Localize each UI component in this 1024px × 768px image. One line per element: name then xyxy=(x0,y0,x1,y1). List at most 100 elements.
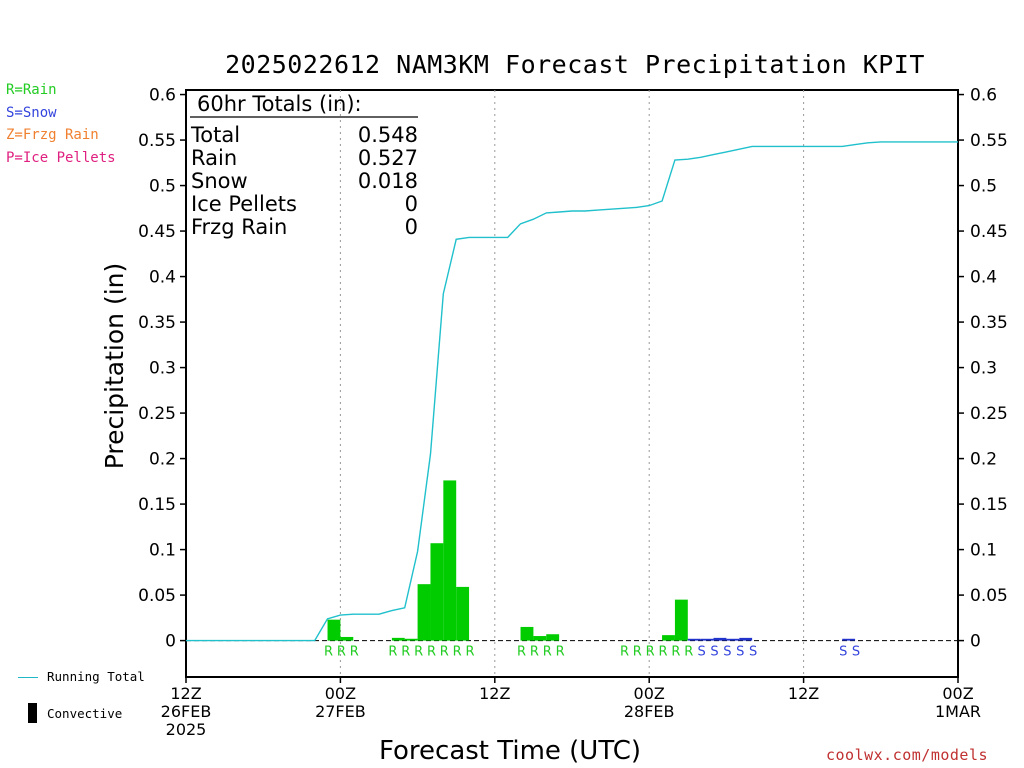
precip-type-mark: R xyxy=(324,645,333,660)
y-tick-label-left: 0.4 xyxy=(149,268,176,288)
rain-bar xyxy=(417,584,431,641)
running-total-legend-line xyxy=(18,677,38,678)
totals-row-label: Frzg Rain xyxy=(191,215,287,239)
snow-bar xyxy=(739,637,753,641)
precip-type-mark: R xyxy=(427,645,436,660)
x-tick-label: 26FEB xyxy=(161,702,212,721)
y-tick-label-right: 0.5 xyxy=(970,177,997,197)
precip-type-mark: R xyxy=(671,645,680,660)
y-tick-label-right: 0.05 xyxy=(970,586,1008,606)
running-total-line xyxy=(186,141,958,642)
snow-bar xyxy=(726,638,740,641)
totals-row-label: Rain xyxy=(191,146,237,170)
precip-type-mark: R xyxy=(466,645,475,660)
precip-type-mark: R xyxy=(684,645,693,660)
y-axis-title: Precipitation (in) xyxy=(100,263,129,470)
rain-bar xyxy=(340,636,354,641)
y-tick-label-right: 0.15 xyxy=(970,495,1008,515)
precip-type-mark: R xyxy=(556,645,565,660)
y-tick-label-left: 0.1 xyxy=(149,541,176,561)
y-tick-label-right: 0.25 xyxy=(970,404,1008,424)
x-axis-title: Forecast Time (UTC) xyxy=(379,736,641,766)
rain-bar xyxy=(662,635,675,641)
y-tick-label-left: 0.15 xyxy=(138,495,176,515)
precip-type-mark: S xyxy=(723,645,731,660)
precip-type-mark: R xyxy=(620,645,629,660)
precip-type-mark: R xyxy=(646,645,655,660)
rain-bar xyxy=(520,626,534,641)
convective-legend-swatch xyxy=(28,703,37,723)
x-tick-label: 12Z xyxy=(788,684,819,703)
y-tick-label-right: 0.55 xyxy=(970,131,1008,151)
y-tick-label-left: 0.6 xyxy=(149,86,176,106)
y-tick-label-left: 0.55 xyxy=(138,131,176,151)
x-tick-label: 00Z xyxy=(634,684,665,703)
precip-type-mark: S xyxy=(749,645,757,660)
precip-type-mark: R xyxy=(414,645,423,660)
snow-bar xyxy=(842,638,856,641)
rain-bar xyxy=(391,637,405,641)
x-tick-label: 12Z xyxy=(479,684,510,703)
y-tick-label-right: 0.3 xyxy=(970,359,997,379)
y-tick-label-left: 0.35 xyxy=(138,313,176,333)
precip-type-mark: R xyxy=(388,645,397,660)
legend-freezing-rain: Z=Frzg Rain xyxy=(6,127,99,143)
totals-header: 60hr Totals (in): xyxy=(197,92,362,116)
precip-type-mark: S xyxy=(710,645,718,660)
precip-type-mark: R xyxy=(337,645,346,660)
precip-type-mark: R xyxy=(543,645,552,660)
plot-frame xyxy=(185,89,959,678)
y-tick-label-right: 0.4 xyxy=(970,268,997,288)
rain-bar xyxy=(456,586,470,641)
totals-row-value: 0 xyxy=(405,192,418,216)
snow-bar xyxy=(713,637,727,641)
y-tick-label-left: 0.45 xyxy=(138,222,176,242)
totals-row-label: Ice Pellets xyxy=(191,192,297,216)
y-tick-label-left: 0.05 xyxy=(138,586,176,606)
rain-bar xyxy=(404,638,418,641)
y-tick-label-right: 0.35 xyxy=(970,313,1008,333)
y-tick-label-right: 0.2 xyxy=(970,450,997,470)
snow-bar xyxy=(687,638,701,641)
totals-row-value: 0.548 xyxy=(358,123,418,147)
y-tick-label-left: 0.3 xyxy=(149,359,176,379)
x-tick-label: 27FEB xyxy=(315,702,366,721)
y-tick-label-left: 0.5 xyxy=(149,177,176,197)
x-tick-label: 28FEB xyxy=(624,702,675,721)
y-tick-label-right: 0.45 xyxy=(970,222,1008,242)
totals-row-value: 0.527 xyxy=(358,146,418,170)
rain-bar xyxy=(430,543,444,641)
rain-bar xyxy=(674,599,688,641)
rain-bar xyxy=(327,619,341,641)
x-tick-label: 1MAR xyxy=(935,702,981,721)
chart-title: 2025022612 NAM3KM Forecast Precipitation… xyxy=(225,50,925,79)
precip-type-mark: S xyxy=(736,645,744,660)
x-tick-label: 00Z xyxy=(325,684,356,703)
y-tick-label-left: 0 xyxy=(165,632,176,652)
precip-type-mark: R xyxy=(530,645,539,660)
x-tick-label: 2025 xyxy=(166,720,207,739)
precip-type-mark: R xyxy=(659,645,668,660)
legend-rain: R=Rain xyxy=(6,82,57,98)
precip-type-mark: S xyxy=(852,645,860,660)
rain-bar xyxy=(546,634,560,641)
precip-type-mark: R xyxy=(633,645,642,660)
y-tick-label-right: 0.1 xyxy=(970,541,997,561)
credit-text: coolwx.com/models xyxy=(826,746,989,764)
totals-row-value: 0.018 xyxy=(358,169,418,193)
precip-type-mark: R xyxy=(517,645,526,660)
y-tick-label-left: 0.25 xyxy=(138,404,176,424)
y-tick-label-left: 0.2 xyxy=(149,450,176,470)
x-tick-label: 00Z xyxy=(942,684,973,703)
precip-type-mark: S xyxy=(698,645,706,660)
running-total-legend-label: Running Total xyxy=(47,669,145,684)
legend-ice-pellets: P=Ice Pellets xyxy=(6,150,116,166)
totals-row-value: 0 xyxy=(405,215,418,239)
precip-type-mark: R xyxy=(401,645,410,660)
precip-type-mark: S xyxy=(839,645,847,660)
x-tick-label: 12Z xyxy=(170,684,201,703)
legend-snow: S=Snow xyxy=(6,105,57,121)
precip-type-mark: R xyxy=(453,645,462,660)
totals-row-label: Snow xyxy=(191,169,248,193)
